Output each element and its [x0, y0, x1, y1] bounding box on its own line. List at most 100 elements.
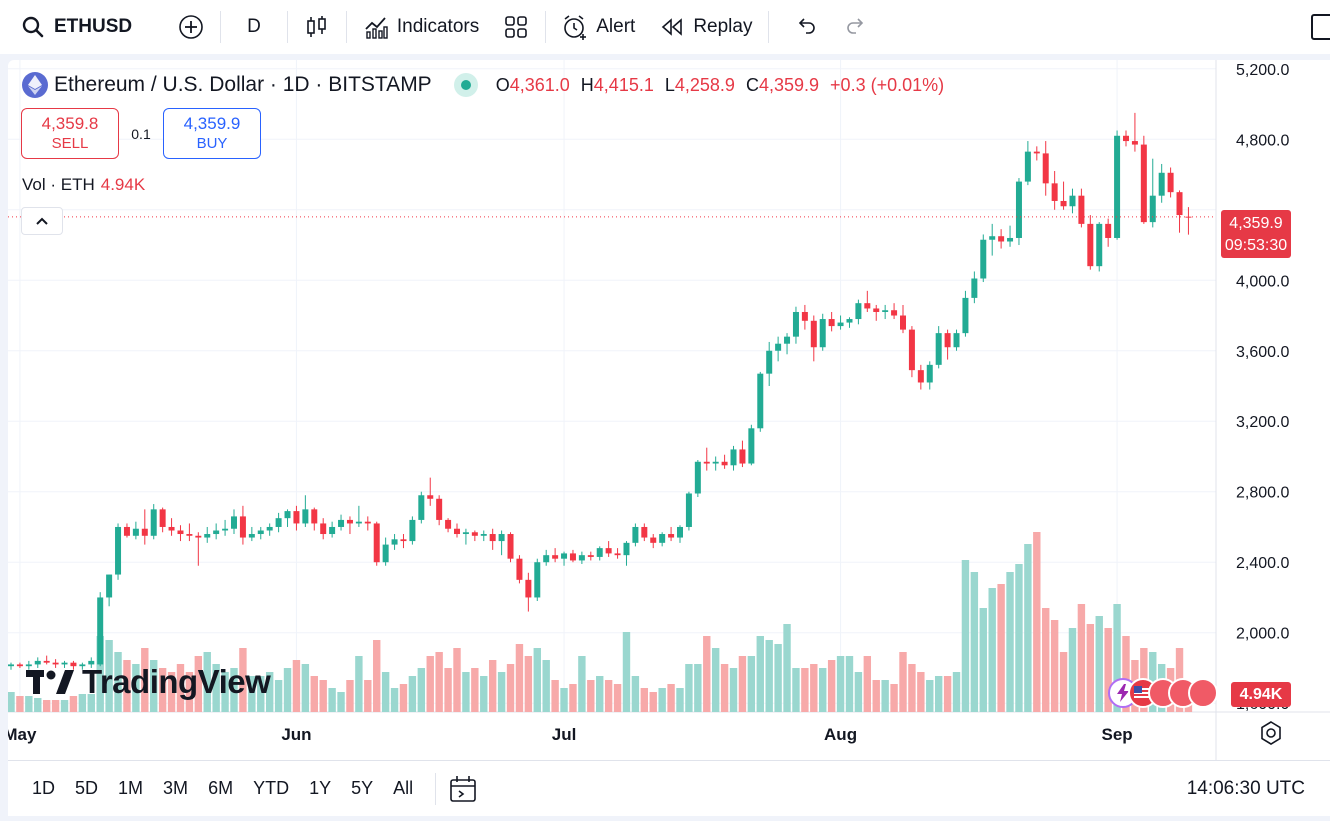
tradingview-logo[interactable]: TradingView — [26, 663, 271, 701]
layouts-button[interactable] — [491, 8, 541, 46]
volume-bar — [765, 640, 773, 712]
volume-bar — [756, 636, 764, 712]
last-price-value: 4,359.9 — [1229, 215, 1283, 232]
buy-price: 4,359.9 — [183, 113, 241, 133]
volume-bar — [694, 664, 702, 712]
symbol-search-button[interactable]: ETHUSD — [0, 8, 144, 46]
volume-bar — [551, 680, 559, 712]
volume-bar — [961, 560, 970, 712]
candle-body — [1078, 195, 1085, 224]
candle-body — [436, 498, 443, 520]
volume-bar — [1122, 636, 1130, 712]
volume-bar — [979, 608, 987, 712]
range-button-5d[interactable]: 5D — [75, 778, 99, 798]
event-badge-icon[interactable] — [1188, 678, 1218, 708]
volume-bar — [631, 676, 640, 712]
high-label: H — [580, 74, 594, 95]
volume-bar — [917, 672, 925, 712]
candle-body — [882, 310, 889, 312]
candle-body — [846, 319, 853, 323]
volume-bar — [711, 648, 720, 712]
range-button-1m[interactable]: 1M — [118, 778, 144, 798]
redo-button[interactable] — [831, 8, 881, 46]
time-tick-label: Jun — [281, 725, 311, 744]
replay-button[interactable]: Replay — [647, 8, 764, 46]
volume-bar — [1033, 532, 1041, 712]
volume-legend[interactable]: Vol · ETH 4.94K — [22, 175, 145, 195]
collapse-legend-button[interactable] — [21, 207, 63, 235]
volume-bar — [444, 668, 452, 712]
volume-bar — [51, 700, 60, 712]
buy-label: BUY — [196, 134, 228, 152]
volume-bar — [1050, 620, 1059, 712]
candle-body — [1087, 223, 1094, 267]
fullscreen-button[interactable] — [1311, 14, 1330, 40]
range-button-all[interactable]: All — [393, 778, 414, 798]
symbol-title[interactable]: Ethereum / U.S. Dollar · 1D · BITSTAMP — [54, 73, 432, 96]
candle-body — [1033, 151, 1040, 154]
candle-body — [873, 308, 880, 312]
top-toolbar: ETHUSD D Indicators Alert Replay — [0, 0, 1330, 54]
volume-bar — [158, 668, 167, 712]
candle-body — [1060, 200, 1067, 207]
volume-bar — [301, 664, 310, 712]
range-button-ytd[interactable]: YTD — [253, 778, 290, 798]
volume-bar — [426, 656, 434, 712]
volume-bar — [399, 684, 408, 712]
buy-button[interactable]: 4,359.9 BUY — [163, 108, 261, 159]
volume-bar — [265, 672, 274, 712]
last-volume-label: 4.94K — [1231, 682, 1291, 707]
volume-bar — [515, 644, 524, 712]
candle-body — [1167, 172, 1174, 193]
range-button-5y[interactable]: 5Y — [351, 778, 374, 798]
candle-body — [944, 333, 951, 348]
undo-button[interactable] — [781, 8, 831, 46]
candle-body — [346, 519, 353, 524]
volume-bar — [578, 656, 586, 712]
events-badges[interactable] — [1108, 676, 1218, 710]
range-button-6m[interactable]: 6M — [208, 778, 234, 798]
candle-body — [311, 509, 318, 524]
compare-symbol-button[interactable] — [166, 8, 216, 46]
candle-body — [462, 532, 469, 535]
candle-body — [792, 311, 799, 337]
candle-body — [569, 553, 576, 561]
ethereum-logo-icon — [22, 72, 48, 98]
chart-pane[interactable]: 5,200.0 4,800.0 4,000.0 3,600.0 3,200.0 2,800… — [8, 60, 1330, 816]
price-tick-label: 2,000.0 — [1236, 626, 1289, 643]
volume-bar — [274, 680, 283, 712]
volume-bar — [462, 672, 470, 712]
volume-bar — [774, 644, 782, 712]
alert-button[interactable]: Alert — [550, 8, 647, 46]
candle-body — [935, 333, 942, 365]
interval-button[interactable]: D — [225, 8, 283, 46]
sell-price: 4,359.8 — [41, 113, 99, 133]
range-button-3m[interactable]: 3M — [163, 778, 189, 798]
volume-bar — [854, 672, 863, 712]
volume-bar — [488, 660, 497, 712]
range-button-1d[interactable]: 1D — [32, 778, 56, 798]
volume-bar — [283, 668, 292, 712]
candle-body — [721, 461, 728, 466]
volume-bar — [8, 692, 15, 712]
candle-body — [775, 343, 782, 351]
range-button-1y[interactable]: 1Y — [309, 778, 332, 798]
indicators-button[interactable]: Indicators — [351, 8, 491, 46]
volume-bar — [355, 656, 363, 712]
price-chart[interactable]: 5,200.0 4,800.0 4,000.0 3,600.0 3,200.0 2,800… — [8, 60, 1330, 760]
calendar-goto-date-icon[interactable] — [448, 774, 478, 804]
utc-clock[interactable]: 14:06:30 UTC — [1186, 777, 1305, 799]
volume-bar — [747, 656, 756, 712]
price-tick-label: 4,000.0 — [1236, 273, 1289, 290]
candle-body — [855, 303, 862, 320]
volume-bar — [1042, 608, 1050, 712]
candle-body — [1114, 135, 1121, 238]
volume-bar — [569, 684, 577, 712]
candle-body — [266, 526, 273, 531]
sell-button[interactable]: 4,359.8 SELL — [21, 108, 119, 159]
candle-body — [34, 660, 41, 665]
candle-body — [52, 662, 59, 665]
chart-type-button[interactable] — [292, 8, 342, 46]
candle-body — [534, 562, 541, 598]
scale-settings-icon[interactable] — [1258, 720, 1284, 746]
